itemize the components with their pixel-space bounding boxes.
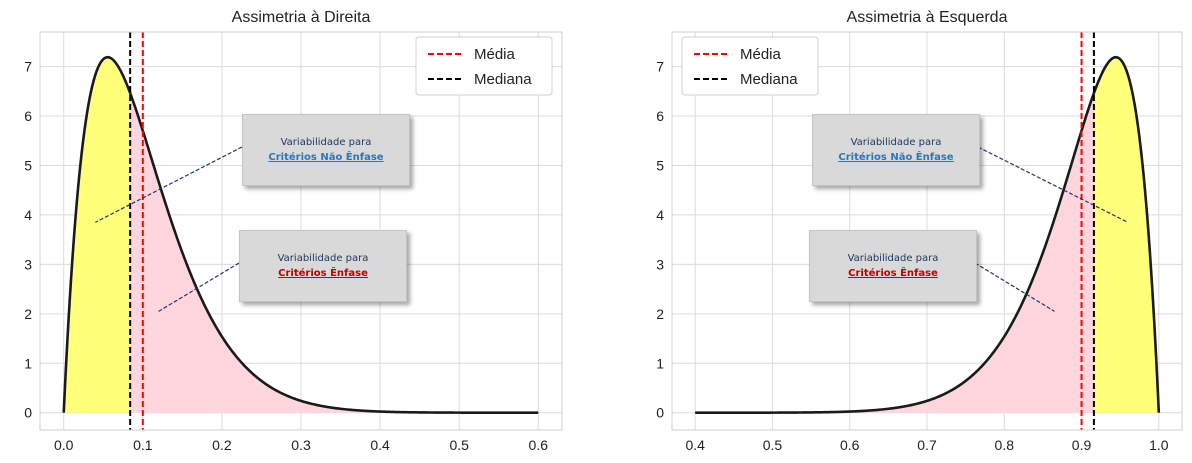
callout-pointer bbox=[974, 262, 1055, 312]
chart-panel-2: 0.4 0.5 0.6 0.7 0.8 0.9 1.0 0 1 2 3 4 5 6 7 Assimetria … bbox=[656, 9, 1183, 453]
x-tick-label: 0.1 bbox=[133, 437, 153, 453]
callout-pointer bbox=[95, 146, 243, 223]
callout-emphasis: Variabilidade para Critérios Ênfase bbox=[809, 230, 977, 302]
y-tick-label: 3 bbox=[656, 256, 664, 272]
callout-pointer bbox=[158, 262, 240, 312]
x-tick-label: 0.5 bbox=[763, 437, 783, 453]
callout-non-emphasis: Variabilidade para Critérios Não Ênfase bbox=[812, 114, 980, 186]
x-tick-label: 0.9 bbox=[1072, 437, 1092, 453]
y-tick-label: 4 bbox=[656, 207, 664, 223]
legend-box bbox=[681, 36, 819, 96]
x-tick-label: 0.5 bbox=[449, 437, 469, 453]
y-tick-label: 2 bbox=[24, 306, 32, 322]
y-tick-label: 6 bbox=[656, 108, 664, 124]
x-tick-label: 0.8 bbox=[995, 437, 1015, 453]
y-tick-label: 0 bbox=[24, 405, 32, 421]
y-tick-label: 5 bbox=[656, 157, 664, 173]
callout-link: Critérios Não Ênfase bbox=[268, 152, 384, 163]
x-tick-label: 0.3 bbox=[291, 437, 311, 453]
chart-title: Assimetria à Direita bbox=[232, 9, 371, 26]
callout-link: Critérios Não Ênfase bbox=[838, 152, 954, 163]
x-tick-label: 0.6 bbox=[529, 437, 549, 453]
density-curve bbox=[695, 55, 1161, 414]
plot-frame bbox=[39, 31, 563, 431]
x-tick-label: 0.0 bbox=[54, 437, 74, 453]
fill-region-pink bbox=[130, 93, 539, 413]
callout-non-emphasis: Variabilidade para Critérios Não Ênfase bbox=[242, 114, 410, 186]
y-tick-label: 6 bbox=[24, 108, 32, 124]
y-tick-label: 7 bbox=[24, 59, 32, 75]
callout-title: Variabilidade para bbox=[277, 253, 369, 264]
x-tick-label: 0.6 bbox=[840, 437, 860, 453]
fill-region-pink bbox=[695, 93, 1094, 413]
y-tick-label: 0 bbox=[656, 405, 664, 421]
x-tick-label: 0.4 bbox=[370, 437, 390, 453]
fill-region-yellow bbox=[1093, 57, 1159, 413]
y-tick-label: 5 bbox=[24, 157, 32, 173]
x-tick-label: 0.2 bbox=[212, 437, 232, 453]
callout-title: Variabilidade para bbox=[850, 137, 942, 148]
y-tick-label: 4 bbox=[24, 207, 32, 223]
callout-link: Critérios Ênfase bbox=[278, 268, 368, 279]
fill-region-yellow bbox=[63, 57, 131, 413]
callout-pointer bbox=[977, 146, 1129, 223]
y-tick-label: 2 bbox=[656, 306, 664, 322]
callout-emphasis: Variabilidade para Critérios Ênfase bbox=[239, 230, 407, 302]
x-tick-label: 0.7 bbox=[917, 437, 937, 453]
chart-title: Assimetria à Esquerda bbox=[847, 9, 1008, 26]
y-tick-label: 3 bbox=[24, 256, 32, 272]
x-tick-label: 1.0 bbox=[1149, 437, 1169, 453]
y-tick-label: 1 bbox=[24, 355, 32, 371]
legend-label: Média bbox=[740, 46, 782, 63]
y-tick-label: 1 bbox=[656, 355, 664, 371]
legend-label: Mediana bbox=[740, 71, 798, 88]
x-tick-label: 0.4 bbox=[685, 437, 705, 453]
legend-label: Média bbox=[474, 46, 516, 63]
y-tick-label: 7 bbox=[656, 59, 664, 75]
legend-box bbox=[415, 36, 553, 96]
plot-frame bbox=[671, 31, 1183, 431]
callout-title: Variabilidade para bbox=[280, 137, 372, 148]
callout-link: Critérios Ênfase bbox=[848, 268, 938, 279]
callout-title: Variabilidade para bbox=[847, 253, 939, 264]
legend-label: Mediana bbox=[474, 71, 532, 88]
density-curve bbox=[62, 55, 539, 414]
